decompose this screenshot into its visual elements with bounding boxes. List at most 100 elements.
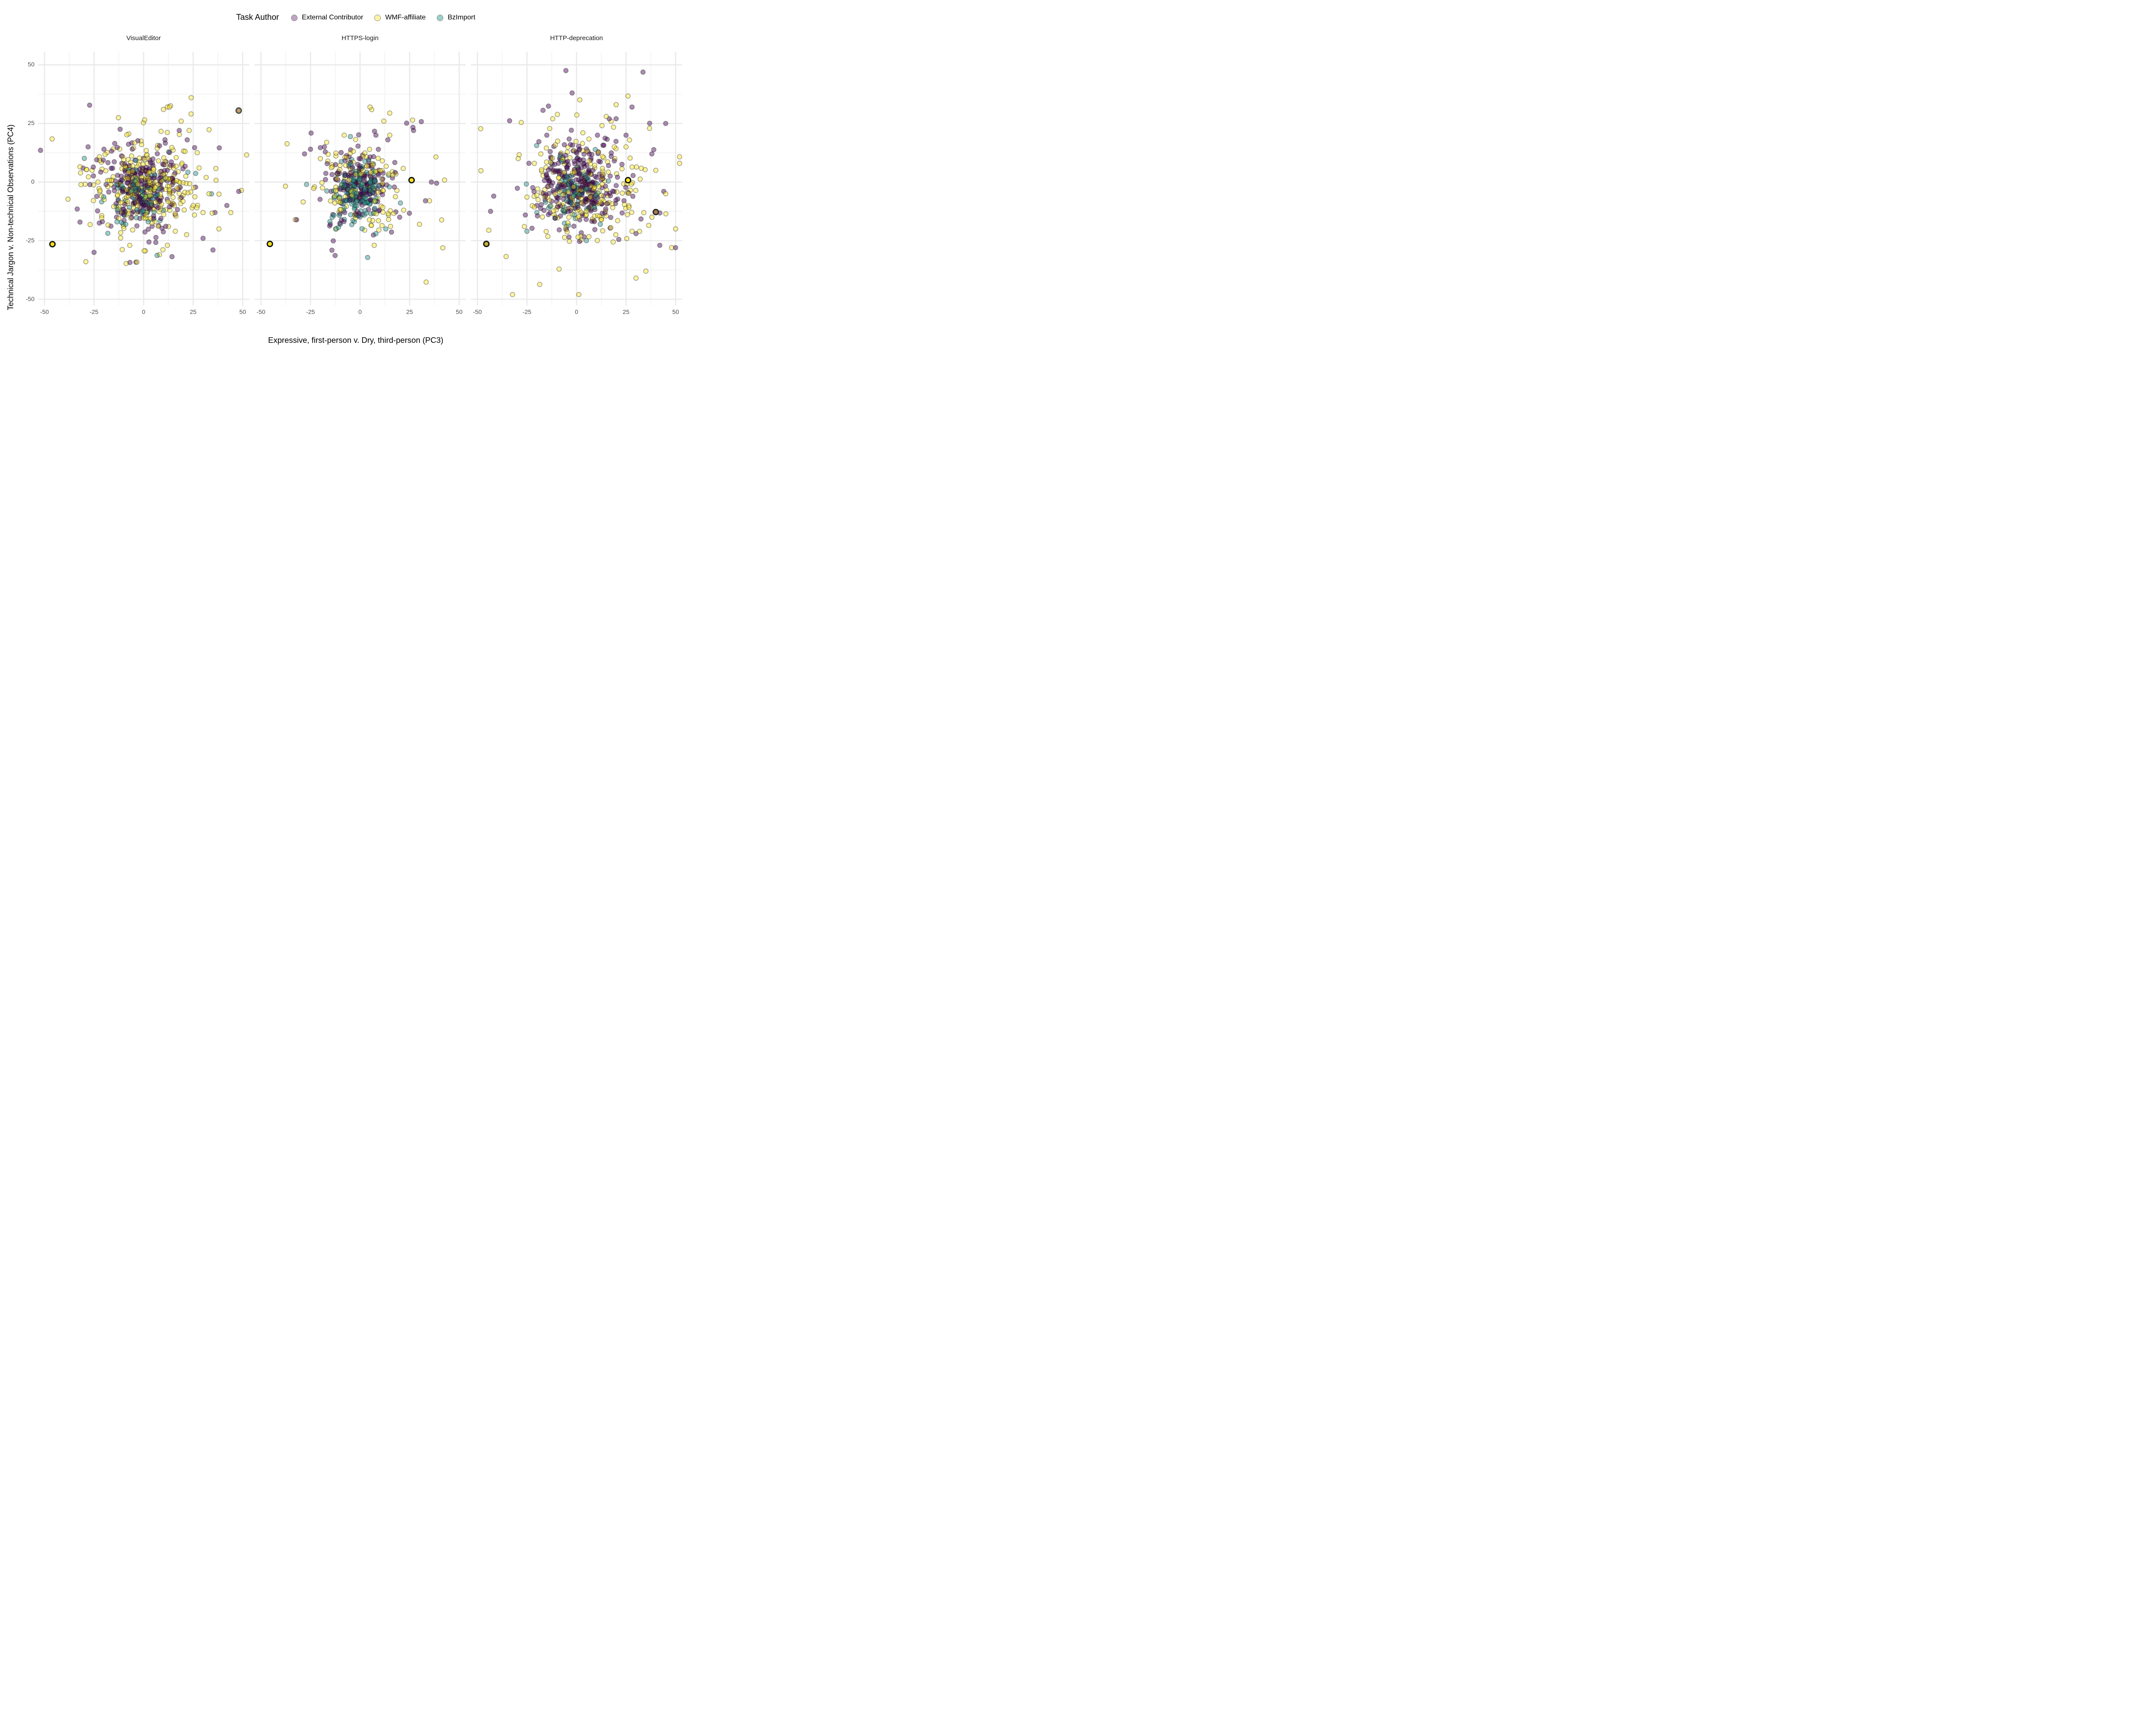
- data-point: [562, 183, 568, 188]
- data-point: [350, 187, 356, 192]
- data-point: [651, 147, 657, 153]
- data-point: [135, 182, 140, 188]
- data-point: [167, 150, 172, 155]
- data-point: [564, 164, 570, 169]
- data-point: [115, 182, 121, 188]
- data-point: [126, 177, 132, 182]
- data-point: [569, 194, 575, 200]
- data-point: [97, 220, 102, 226]
- data-point: [135, 138, 141, 144]
- data-point: [614, 174, 620, 180]
- y-axis-tick-labels: 50 25 0 -25 -50: [17, 32, 38, 334]
- data-point: [100, 219, 105, 225]
- data-point: [148, 196, 154, 202]
- data-point: [603, 113, 609, 119]
- data-point: [108, 182, 114, 188]
- data-point: [127, 164, 133, 170]
- data-point: [126, 167, 132, 172]
- data-point: [347, 171, 353, 176]
- data-point: [339, 201, 345, 207]
- data-point: [118, 235, 123, 241]
- data-point: [177, 196, 183, 201]
- data-point: [152, 185, 158, 190]
- data-point: [398, 200, 403, 206]
- data-point: [161, 172, 167, 178]
- data-point: [187, 181, 192, 186]
- data-point: [131, 195, 136, 201]
- data-point: [170, 178, 176, 184]
- data-point: [178, 201, 184, 207]
- data-point: [111, 159, 117, 165]
- data-point: [348, 189, 354, 194]
- data-point: [132, 170, 137, 176]
- data-point: [589, 216, 595, 222]
- data-point: [596, 158, 602, 164]
- data-point: [419, 119, 424, 125]
- data-point: [562, 207, 568, 213]
- data-point: [99, 213, 104, 219]
- data-point: [570, 202, 575, 208]
- data-point: [363, 200, 369, 206]
- data-point: [588, 207, 594, 212]
- data-point: [531, 189, 537, 194]
- data-point: [139, 181, 144, 187]
- data-point: [596, 189, 602, 194]
- data-point: [376, 172, 381, 178]
- data-point: [167, 188, 172, 194]
- data-point: [547, 126, 552, 132]
- data-point: [546, 180, 552, 185]
- points-layer: [478, 68, 682, 298]
- data-point: [114, 144, 120, 151]
- data-point: [410, 117, 415, 123]
- data-point: [157, 194, 163, 199]
- data-point: [174, 185, 180, 191]
- data-point: [166, 204, 172, 210]
- data-point: [147, 216, 153, 221]
- data-point: [575, 165, 581, 170]
- data-point: [601, 198, 607, 204]
- data-point: [118, 178, 124, 183]
- data-point: [139, 188, 144, 194]
- data-point: [334, 171, 340, 176]
- data-point: [657, 242, 663, 248]
- data-point: [345, 187, 351, 193]
- x-tick-label: -50: [40, 308, 49, 315]
- data-point: [119, 210, 124, 216]
- data-point: [150, 156, 156, 162]
- data-point: [599, 193, 604, 198]
- y-axis-title: Technical Jargon v. Non-technical Observ…: [6, 124, 15, 310]
- data-point: [353, 169, 359, 175]
- data-point: [342, 171, 348, 176]
- data-point: [153, 193, 158, 199]
- data-point: [356, 213, 361, 219]
- data-point: [124, 132, 130, 138]
- data-point: [592, 199, 598, 204]
- data-point: [132, 184, 138, 190]
- data-point: [146, 167, 152, 172]
- data-point: [586, 204, 592, 210]
- data-point: [564, 198, 570, 203]
- data-point: [372, 129, 377, 134]
- data-point: [151, 215, 157, 221]
- data-point: [161, 212, 166, 217]
- data-point: [663, 191, 668, 197]
- data-point: [394, 188, 400, 193]
- data-point: [387, 110, 392, 116]
- data-point: [130, 168, 135, 174]
- data-point: [101, 197, 107, 202]
- data-point: [148, 203, 154, 209]
- data-point: [373, 198, 379, 204]
- data-point: [354, 191, 359, 197]
- data-point: [209, 210, 215, 216]
- data-point: [369, 197, 374, 203]
- data-point: [108, 223, 114, 229]
- data-point: [123, 163, 129, 169]
- data-point: [367, 180, 373, 186]
- data-point: [369, 198, 374, 204]
- data-point: [134, 200, 139, 205]
- data-point: [75, 206, 80, 212]
- data-point: [573, 203, 579, 209]
- data-point: [357, 176, 362, 182]
- data-point: [145, 176, 151, 181]
- highlighted-point: [624, 177, 631, 184]
